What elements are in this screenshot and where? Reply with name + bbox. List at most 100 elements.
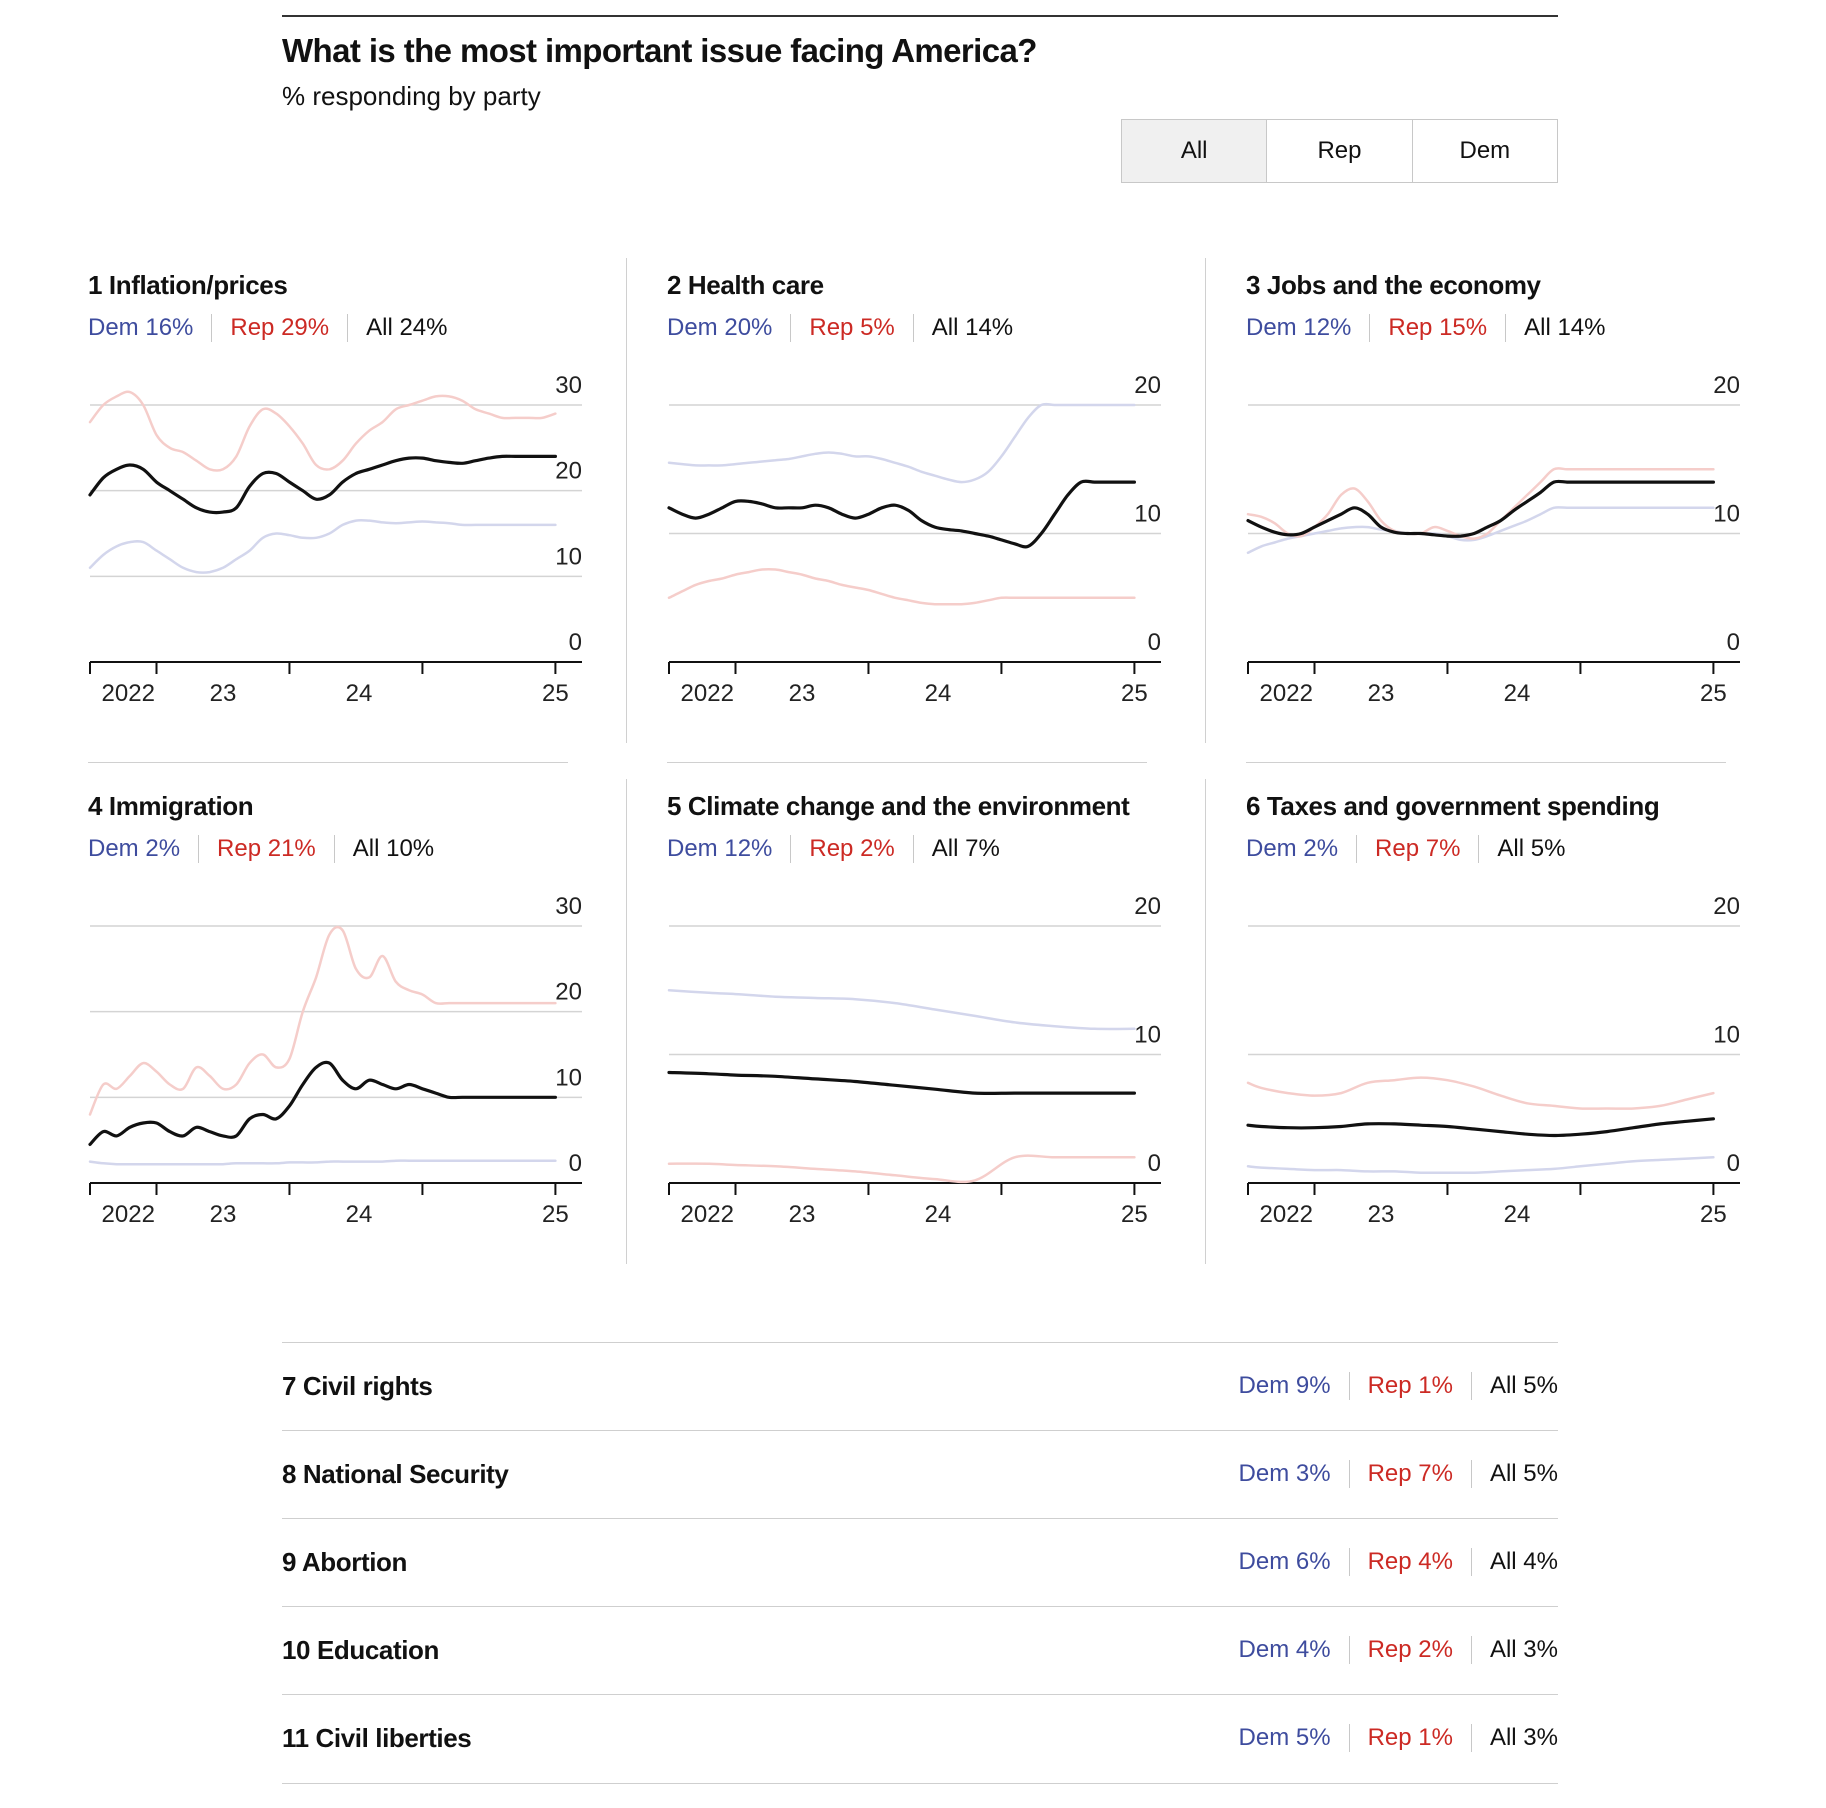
- all-share: All 14%: [1505, 314, 1623, 342]
- y-tick-label: 20: [1713, 893, 1740, 920]
- rep-share: Rep 21%: [198, 835, 334, 863]
- issue-panel: 2 Health care Dem 20% Rep 5% All 14% 0 10 20 20…: [667, 262, 1207, 762]
- x-tick-label: 24: [1504, 680, 1531, 707]
- panel-title: 4 Immigration: [88, 791, 254, 821]
- y-tick-label: 10: [1713, 1022, 1740, 1049]
- all-share: All 4%: [1470, 1548, 1558, 1576]
- issue-name: 10 Education: [282, 1635, 440, 1665]
- x-tick-label: 23: [210, 680, 237, 707]
- panel-title: 3 Jobs and the economy: [1246, 270, 1541, 300]
- dem-share: Dem 5%: [1238, 1724, 1331, 1751]
- row-divider: [1246, 762, 1726, 763]
- x-tick-label: 2022: [102, 680, 155, 707]
- column-divider: [626, 779, 627, 1264]
- issue-panel: 3 Jobs and the economy Dem 12% Rep 15% All …: [1246, 262, 1786, 762]
- all-share: All 3%: [1470, 1724, 1558, 1752]
- panel-stats: Dem 16% Rep 29% All 24%: [88, 314, 465, 342]
- issue-stats: Dem 6% Rep 4% All 4%: [1239, 1548, 1558, 1576]
- toggle-dem-button[interactable]: Dem: [1459, 137, 1511, 164]
- x-tick-label: 2022: [102, 1201, 155, 1228]
- party-toggle: All Rep Dem: [1121, 119, 1558, 183]
- x-tick-label: 25: [1700, 680, 1727, 707]
- y-tick-label: 10: [555, 1064, 582, 1091]
- y-tick-label: 20: [1134, 893, 1161, 920]
- x-tick-label: 25: [542, 1201, 569, 1228]
- rep-share: Rep 7%: [1348, 1460, 1471, 1488]
- series-line-all: [1246, 479, 1715, 538]
- y-tick-label: 30: [555, 372, 582, 399]
- x-tick-label: 24: [346, 1201, 373, 1228]
- issue-line-chart: 0 10 20 30 2022 23 24 25: [88, 893, 582, 1228]
- dem-share: Dem 20%: [667, 314, 773, 341]
- x-tick-label: 25: [1121, 1201, 1148, 1228]
- issue-panel: 6 Taxes and government spending Dem 2% Rep…: [1246, 783, 1786, 1283]
- y-tick-label: 20: [1134, 372, 1161, 399]
- issue-line-chart: 0 10 20 2022 23 24 25: [667, 372, 1161, 707]
- issue-stats: Dem 5% Rep 1% All 3%: [1239, 1724, 1558, 1752]
- y-tick-label: 10: [555, 543, 582, 570]
- issue-name: 7 Civil rights: [282, 1371, 433, 1401]
- x-tick-label: 24: [1504, 1201, 1531, 1228]
- x-tick-label: 25: [1121, 680, 1148, 707]
- x-tick-label: 24: [346, 680, 373, 707]
- x-tick-label: 25: [1700, 1201, 1727, 1228]
- top-rule: [282, 15, 1558, 17]
- panel-stats: Dem 2% Rep 7% All 5%: [1246, 835, 1583, 863]
- row-divider: [667, 762, 1147, 763]
- panel-stats: Dem 12% Rep 2% All 7%: [667, 835, 1018, 863]
- all-share: All 5%: [1470, 1460, 1558, 1488]
- issue-panel: 1 Inflation/prices Dem 16% Rep 29% All 24% 0…: [88, 262, 628, 762]
- column-divider: [1205, 779, 1206, 1264]
- all-share: All 14%: [912, 314, 1031, 342]
- dem-share: Dem 12%: [1246, 314, 1352, 341]
- x-tick-label: 2022: [1260, 1201, 1313, 1228]
- all-share: All 10%: [333, 835, 452, 863]
- panel-title: 2 Health care: [667, 270, 824, 300]
- x-tick-label: 2022: [681, 1201, 734, 1228]
- issue-row: 9 Abortion Dem 6% Rep 4% All 4%: [282, 1518, 1558, 1607]
- y-tick-label: 0: [1727, 629, 1740, 656]
- series-line-all: [667, 1070, 1136, 1095]
- toggle-rep-button[interactable]: Rep: [1267, 120, 1413, 182]
- x-tick-label: 24: [925, 680, 952, 707]
- series-line-rep: [1246, 467, 1715, 540]
- issue-panel: 5 Climate change and the environment Dem …: [667, 783, 1207, 1283]
- toggle-all-button[interactable]: All: [1122, 120, 1268, 182]
- issue-name: 8 National Security: [282, 1459, 509, 1489]
- dem-share: Dem 2%: [1246, 835, 1339, 862]
- issue-row: 7 Civil rights Dem 9% Rep 1% All 5%: [282, 1342, 1558, 1431]
- dem-share: Dem 16%: [88, 314, 194, 341]
- issue-stats: Dem 3% Rep 7% All 5%: [1239, 1460, 1558, 1488]
- panel-stats: Dem 20% Rep 5% All 14%: [667, 314, 1031, 342]
- y-tick-label: 0: [1727, 1150, 1740, 1177]
- series-line-dem: [88, 1159, 557, 1166]
- series-line-dem: [667, 402, 1136, 484]
- series-line-rep: [667, 567, 1136, 606]
- y-tick-label: 30: [555, 893, 582, 920]
- rep-share: Rep 15%: [1369, 314, 1505, 342]
- issue-line-chart: 0 10 20 2022 23 24 25: [1246, 893, 1740, 1228]
- series-line-rep: [88, 390, 557, 472]
- y-tick-label: 0: [569, 629, 582, 656]
- x-tick-label: 25: [542, 680, 569, 707]
- dem-share: Dem 2%: [88, 835, 181, 862]
- issue-line-chart: 0 10 20 2022 23 24 25: [1246, 372, 1740, 707]
- x-tick-label: 24: [925, 1201, 952, 1228]
- y-tick-label: 10: [1713, 501, 1740, 528]
- column-divider: [626, 258, 627, 743]
- panel-title: 6 Taxes and government spending: [1246, 791, 1660, 821]
- page-subtitle: % responding by party: [282, 81, 541, 111]
- column-divider: [1205, 258, 1206, 743]
- all-share: All 24%: [347, 314, 465, 342]
- x-tick-label: 23: [210, 1201, 237, 1228]
- y-tick-label: 20: [555, 458, 582, 485]
- issue-row: 11 Civil liberties Dem 5% Rep 1% All 3%: [282, 1694, 1558, 1784]
- dem-share: Dem 9%: [1238, 1372, 1331, 1399]
- y-tick-label: 0: [569, 1150, 582, 1177]
- page-title: What is the most important issue facing …: [282, 32, 1037, 69]
- series-line-dem: [1246, 1156, 1715, 1175]
- y-tick-label: 0: [1148, 629, 1161, 656]
- panel-stats: Dem 12% Rep 15% All 14%: [1246, 314, 1623, 342]
- dem-share: Dem 3%: [1238, 1460, 1331, 1487]
- series-line-all: [88, 1060, 557, 1146]
